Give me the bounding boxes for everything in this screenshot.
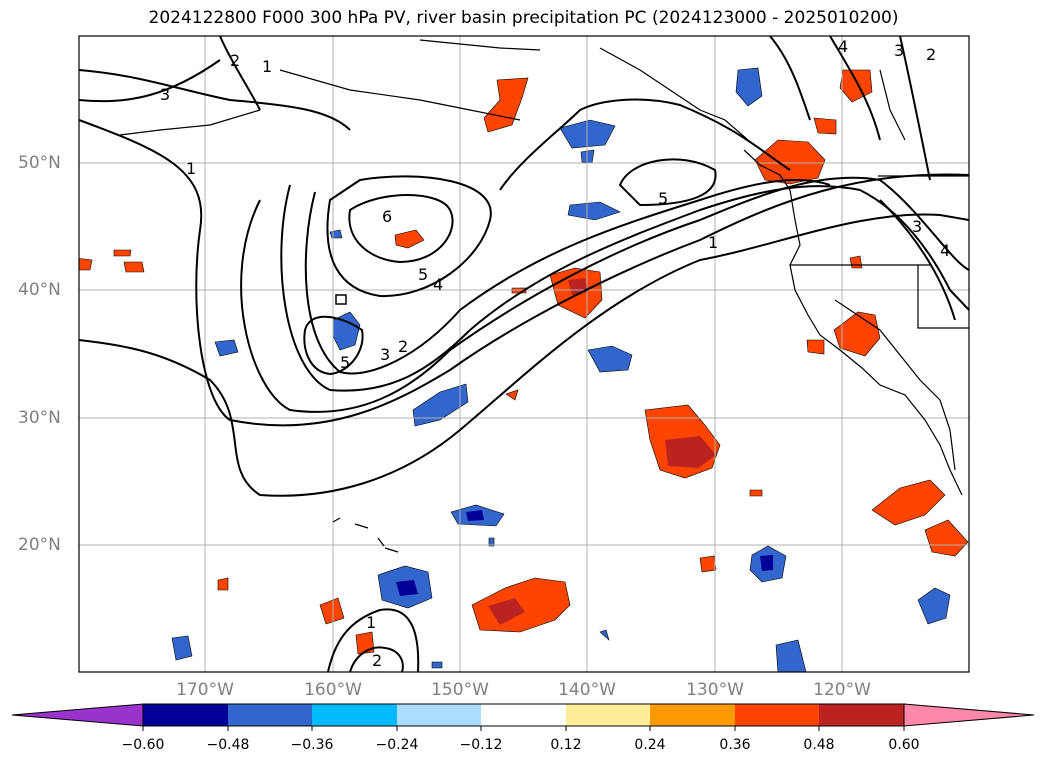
longitude-label: 140°W [558,680,616,700]
pv-contours [79,36,969,672]
contour-label: 5 [340,353,350,372]
colorbar-tick-label: −0.48 [206,737,250,753]
contour-label: 2 [398,337,408,356]
colorbar-extend-max [903,703,1035,727]
colorbar-bin [735,704,819,726]
map-title: 2024122800 F000 300 hPa PV, river basin … [148,8,899,28]
colorbar-bin [143,704,228,726]
contour-label: 5 [418,265,428,284]
contour-label: 1 [186,159,196,178]
colorbar-extend-min [11,703,144,727]
contour-label: 4 [940,241,950,260]
colorbar-tick-label: 0.36 [719,737,751,753]
contour-label: 2 [372,651,382,670]
colorbar-tick-label: −0.12 [459,737,503,753]
contour-label: 2 [926,45,936,64]
map-frame [78,35,970,673]
latitude-label: 40°N [18,280,61,300]
contour-label: 1 [708,233,718,252]
latitude-label: 30°N [18,408,61,428]
colorbar-tick-label: −0.60 [121,737,165,753]
colorbar-bin [312,704,397,726]
colorbar-tick-label: −0.24 [375,737,419,753]
colorbar-tick-label: 0.48 [803,737,835,753]
longitude-label: 130°W [686,680,744,700]
latitude-label: 50°N [18,153,61,173]
contour-label: 1 [366,613,376,632]
colorbar-bin [819,704,904,726]
longitude-label: 160°W [304,680,362,700]
contour-label: 6 [382,207,392,226]
contour-label: 4 [838,37,848,56]
colorbar-tick-label: −0.36 [290,737,334,753]
longitude-label: 150°W [431,680,489,700]
colorbar-tick-label: 0.24 [634,737,666,753]
colorbar-tick-label: 0.12 [550,737,582,753]
precip-negative-regions [171,67,951,672]
contour-label: 3 [894,41,904,60]
contour-label: 4 [433,275,443,294]
colorbar-bin [397,704,481,726]
colorbar-tick-label: 0.60 [888,737,920,753]
longitude-label: 170°W [176,680,234,700]
colorbar-bin [481,704,566,726]
latitude-label: 20°N [18,535,61,555]
contour-label: 3 [380,345,390,364]
colorbar-bin [228,704,312,726]
contour-label: 5 [658,189,668,208]
contour-label: 1 [262,57,272,76]
contour-label: 3 [912,217,922,236]
pv-contour-labels: 3 2 1 1 6 5 4 5 3 2 5 1 4 3 2 1 2 4 3 [160,37,950,670]
colorbar-bin [650,704,735,726]
longitude-label: 120°W [813,680,871,700]
colorbar-bin [566,704,650,726]
colorbar [11,703,1035,731]
contour-label: 3 [160,85,170,104]
contour-label: 2 [230,51,240,70]
